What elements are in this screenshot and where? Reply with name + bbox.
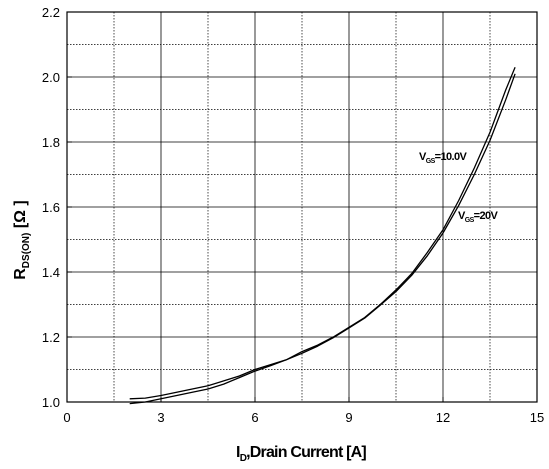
y-tick-label: 2.0 bbox=[42, 70, 60, 85]
series-line-0 bbox=[129, 67, 516, 400]
y-tick-label: 1.8 bbox=[42, 135, 60, 150]
x-axis-title: ID,Drain Current [A] bbox=[236, 444, 366, 464]
y-tick-label: 1.4 bbox=[42, 265, 60, 280]
series-label-vgs-20v: VGS=20V bbox=[458, 210, 499, 224]
tick-labels: 0 3 6 9 12 15 1.0 1.2 1.4 1.6 1.8 2.0 2.2 bbox=[42, 5, 544, 425]
grid bbox=[67, 12, 537, 402]
y-tick-label: 2.2 bbox=[42, 5, 60, 20]
series-label-vgs-10v: VGS=10.0V bbox=[419, 151, 468, 165]
x-tick-label: 15 bbox=[530, 410, 544, 425]
x-tick-label: 12 bbox=[436, 410, 450, 425]
y-tick-label: 1.6 bbox=[42, 200, 60, 215]
plot-frame bbox=[66, 11, 538, 403]
series-line-1 bbox=[129, 73, 516, 405]
x-tick-label: 9 bbox=[345, 410, 352, 425]
x-tick-label: 0 bbox=[63, 410, 70, 425]
y-tick-label: 1.2 bbox=[42, 330, 60, 345]
y-axis-title: RDS(ON) [Ω ] bbox=[12, 200, 32, 280]
y-tick-label: 1.0 bbox=[42, 395, 60, 410]
x-tick-label: 6 bbox=[251, 410, 258, 425]
series-group bbox=[129, 67, 516, 405]
x-tick-label: 3 bbox=[157, 410, 164, 425]
